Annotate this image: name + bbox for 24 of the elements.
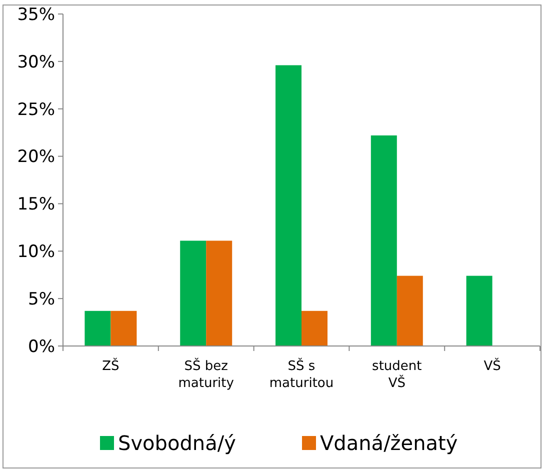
y-tick-label: 0% [28,336,55,357]
bar [466,276,492,346]
y-tick-label: 20% [17,147,55,168]
x-tick-label: ZŠ [102,357,120,374]
x-tick-label: VŠ [484,357,501,374]
y-tick-label: 25% [17,100,55,120]
y-tick-label: 15% [17,194,55,215]
bar [84,310,111,346]
x-tick-label: SŠ bez maturity [178,357,234,391]
bar [396,276,423,346]
y-tick-label: 5% [28,290,55,310]
y-tick-label: 10% [17,242,55,262]
bar [276,65,302,346]
bar [206,240,232,346]
bar [110,310,137,346]
x-tick-label: student VŠ [372,359,422,391]
y-tick-label: 30% [17,52,55,72]
legend-label: Vdaná/ženatý [320,431,458,455]
bar [370,135,397,346]
legend-label: Svobodná/ý [118,431,236,455]
bar [302,310,328,346]
x-tick-label: SŠ s maturitou [269,357,334,391]
bar [180,240,206,346]
y-tick-label: 35% [17,4,55,25]
